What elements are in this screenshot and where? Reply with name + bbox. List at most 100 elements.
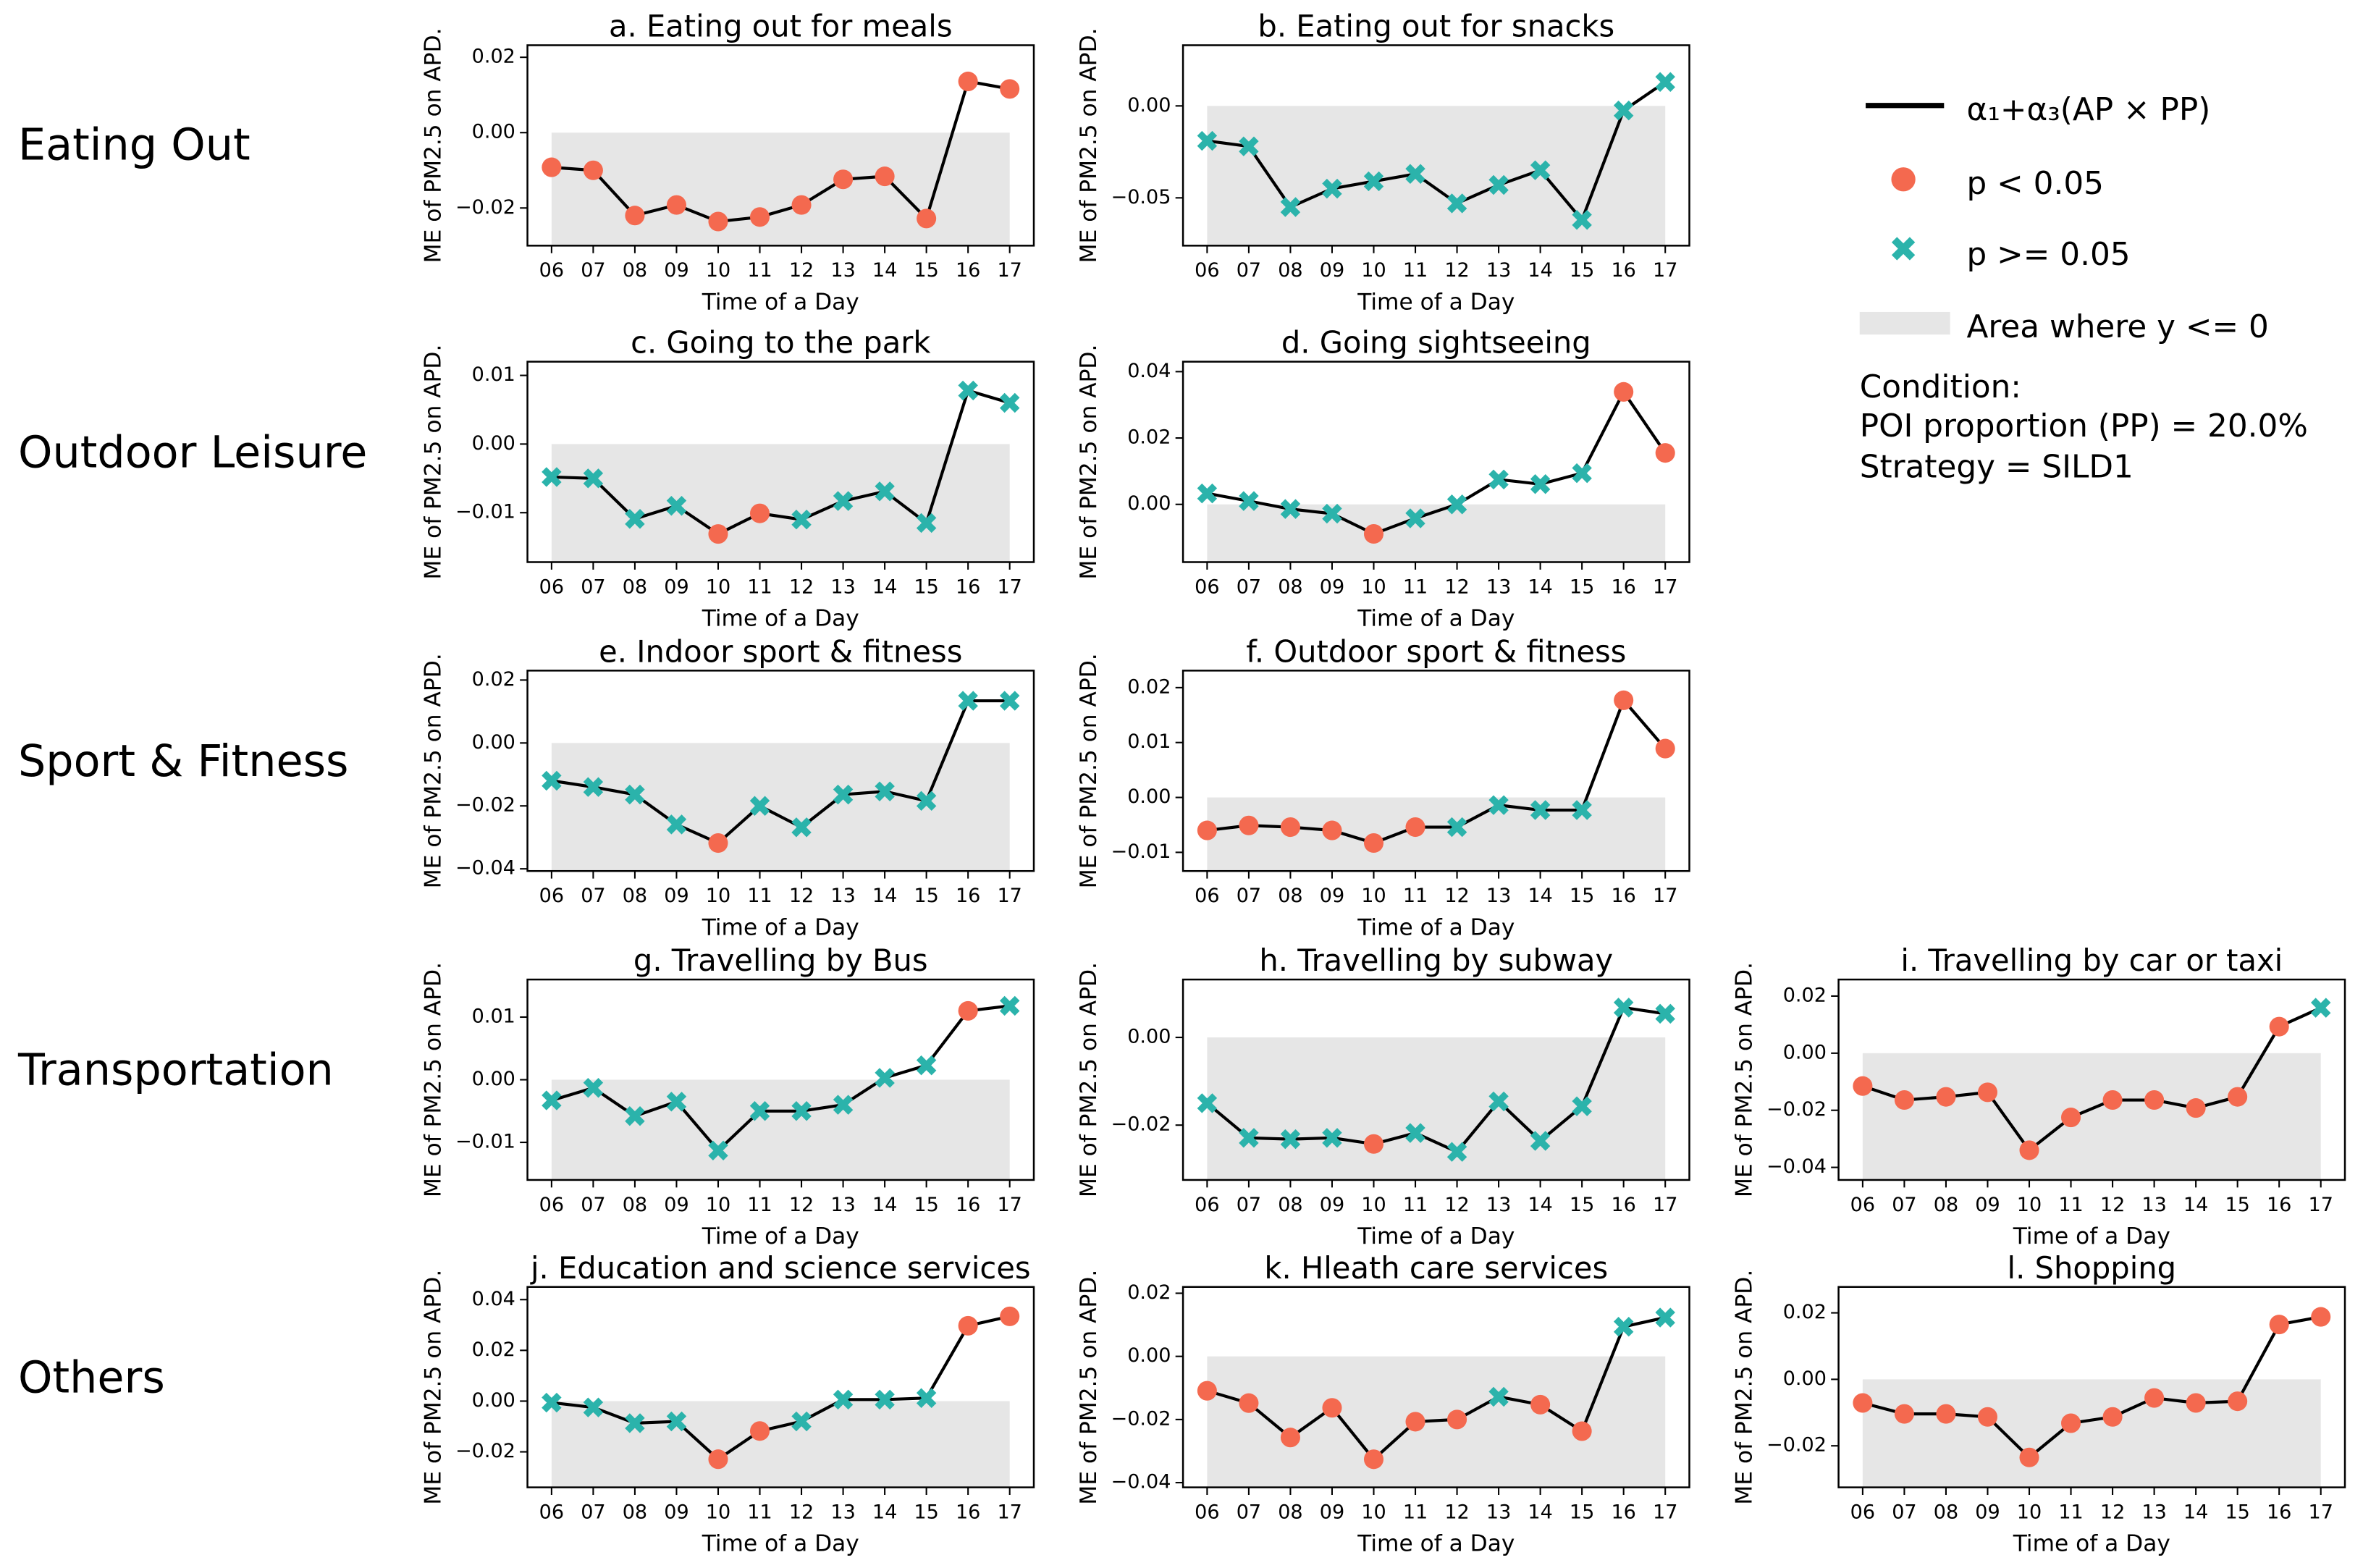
y-tick-label: 0.00 [1127, 492, 1171, 515]
point-significant [1572, 1421, 1592, 1441]
y-tick-label: 0.00 [472, 121, 515, 143]
point-significant [958, 1315, 978, 1336]
point-nonsignificant [1197, 483, 1218, 504]
y-axis-label: ME of PM2.5 on APD. [1076, 28, 1102, 263]
point-significant [2019, 1447, 2039, 1467]
chart-title: b. Eating out for snacks [1258, 9, 1614, 44]
point-nonsignificant [1405, 1123, 1425, 1143]
point-nonsignificant [1488, 795, 1509, 815]
x-tick-label: 13 [1486, 576, 1511, 598]
x-axis-label: Time of a Day [1357, 289, 1515, 315]
y-axis-label: ME of PM2.5 on APD. [421, 653, 447, 888]
x-tick-label: 17 [997, 576, 1022, 598]
y-axis-label: ME of PM2.5 on APD. [421, 28, 447, 263]
x-tick-label: 17 [1653, 1501, 1677, 1523]
point-nonsignificant [999, 392, 1020, 413]
point-nonsignificant [1322, 503, 1342, 524]
x-tick-label: 10 [1361, 1194, 1386, 1216]
panel: d. Going sightseeing Time of a Day ME of P… [1076, 325, 1690, 632]
negative-area [1862, 1379, 2321, 1488]
data-line [1206, 1006, 1666, 1154]
x-tick-label: 09 [1320, 1501, 1344, 1523]
point-significant [1936, 1404, 1956, 1424]
y-axis-label: ME of PM2.5 on APD. [421, 345, 447, 580]
point-significant [1000, 79, 1020, 99]
panel: h. Travelling by subway Time of a Day ME o… [1076, 943, 1690, 1249]
point-nonsignificant [666, 1092, 687, 1112]
point-nonsignificant [1446, 494, 1467, 515]
x-tick-label: 17 [997, 1194, 1022, 1216]
chart-title: a. Eating out for meals [609, 9, 952, 44]
point-significant [1280, 817, 1300, 838]
x-tick-label: 16 [956, 1501, 980, 1523]
y-tick-label: 0.00 [1783, 1041, 1827, 1063]
x-tick-label: 14 [1528, 259, 1552, 282]
x-tick-label: 06 [1850, 1501, 1875, 1523]
point-nonsignificant [1530, 1131, 1551, 1151]
x-axis-label: Time of a Day [702, 914, 859, 940]
point-significant [2186, 1393, 2206, 1413]
point-significant [2144, 1388, 2165, 1408]
x-axis-label: Time of a Day [702, 1531, 859, 1557]
point-significant [2102, 1089, 2123, 1110]
point-nonsignificant [1530, 160, 1551, 180]
x-tick-label: 09 [1320, 259, 1344, 282]
negative-area [1207, 1037, 1666, 1180]
point-nonsignificant [1322, 1128, 1342, 1148]
x-tick-label: 08 [1278, 885, 1302, 907]
x-tick-label: 10 [1361, 1501, 1386, 1523]
point-significant [1894, 1089, 1914, 1110]
point-significant [2228, 1391, 2248, 1412]
point-significant [1322, 820, 1342, 840]
point-significant [791, 195, 812, 215]
point-nonsignificant [833, 491, 854, 511]
y-tick-label: 0.01 [472, 1006, 515, 1028]
point-significant [666, 195, 686, 215]
point-nonsignificant [791, 1411, 812, 1432]
y-tick-label: 0.04 [1127, 360, 1171, 382]
data-line [1207, 80, 1667, 223]
x-tick-label: 16 [956, 885, 980, 907]
x-tick-label: 11 [1403, 885, 1428, 907]
x-tick-label: 13 [1486, 259, 1511, 282]
point-nonsignificant [916, 513, 937, 534]
point-nonsignificant [1197, 130, 1218, 151]
point-nonsignificant [1572, 800, 1592, 820]
x-tick-label: 13 [2141, 1501, 2166, 1523]
point-significant [1614, 382, 1634, 402]
point-nonsignificant [625, 509, 645, 529]
axes-frame [1182, 978, 1690, 1181]
point-significant [1363, 1134, 1384, 1154]
point-significant [1239, 1393, 1259, 1413]
x-tick-label: 09 [664, 259, 688, 282]
point-significant [708, 1449, 728, 1470]
point-nonsignificant [791, 817, 812, 838]
x-tick-label: 08 [623, 576, 647, 598]
negative-area [551, 132, 1010, 246]
y-tick-label: −0.02 [1111, 1113, 1171, 1136]
chart-title: j. Education and science services [530, 1250, 1031, 1286]
x-tick-label: 07 [581, 259, 605, 282]
point-significant [1000, 1306, 1020, 1326]
point-significant [2102, 1407, 2123, 1427]
x-tick-label: 16 [956, 259, 980, 282]
x-tick-label: 14 [872, 259, 897, 282]
legend-marker [1891, 237, 1916, 261]
x-tick-label: 12 [1444, 1501, 1469, 1523]
y-tick-label: −0.04 [455, 857, 515, 880]
x-tick-label: 12 [1444, 259, 1469, 282]
point-nonsignificant [916, 1055, 937, 1076]
x-tick-label: 08 [1934, 1194, 1958, 1216]
point-significant [1936, 1087, 1956, 1107]
negative-area [551, 1079, 1010, 1180]
chart-title: g. Travelling by Bus [633, 943, 928, 978]
x-axis-label: Time of a Day [2013, 1223, 2170, 1249]
point-significant [2269, 1016, 2289, 1037]
x-tick-label: 14 [1528, 576, 1552, 598]
x-tick-label: 12 [2100, 1194, 2125, 1216]
y-tick-label: 0.01 [472, 363, 515, 386]
point-significant [708, 524, 728, 544]
point-significant [1447, 1409, 1467, 1430]
point-nonsignificant [666, 496, 687, 516]
